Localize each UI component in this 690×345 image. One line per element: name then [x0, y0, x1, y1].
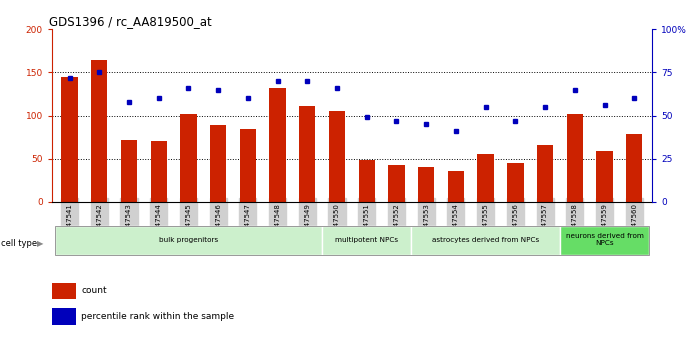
Text: GDS1396 / rc_AA819500_at: GDS1396 / rc_AA819500_at [49, 15, 212, 28]
Bar [239, 128, 256, 202]
Bar [566, 114, 583, 202]
Bar [52, 283, 76, 299]
Bar [626, 134, 642, 202]
Text: cell type: cell type [1, 239, 37, 248]
Text: neurons derived from
NPCs: neurons derived from NPCs [566, 234, 644, 246]
Text: multipotent NPCs: multipotent NPCs [335, 237, 398, 243]
Bar [477, 155, 494, 202]
Text: bulk progenitors: bulk progenitors [159, 237, 218, 243]
Bar [329, 111, 345, 202]
Bar [180, 114, 197, 202]
Bar [322, 226, 411, 255]
Bar [388, 165, 404, 202]
Text: astrocytes derived from NPCs: astrocytes derived from NPCs [432, 237, 540, 243]
Text: percentile rank within the sample: percentile rank within the sample [81, 312, 234, 321]
Bar [150, 141, 167, 202]
Bar [55, 226, 322, 255]
Bar [52, 308, 76, 325]
Bar [299, 106, 315, 202]
Bar [210, 125, 226, 202]
Bar [418, 167, 435, 202]
Bar [448, 171, 464, 202]
Bar [507, 163, 524, 202]
Bar [537, 145, 553, 202]
Bar [61, 77, 78, 202]
Bar [269, 88, 286, 202]
Text: count: count [81, 286, 107, 295]
Bar [359, 160, 375, 202]
Bar [91, 59, 108, 202]
Bar [596, 151, 613, 202]
Bar [560, 226, 649, 255]
Bar [411, 226, 560, 255]
Bar [121, 140, 137, 202]
Text: ▶: ▶ [37, 239, 43, 248]
